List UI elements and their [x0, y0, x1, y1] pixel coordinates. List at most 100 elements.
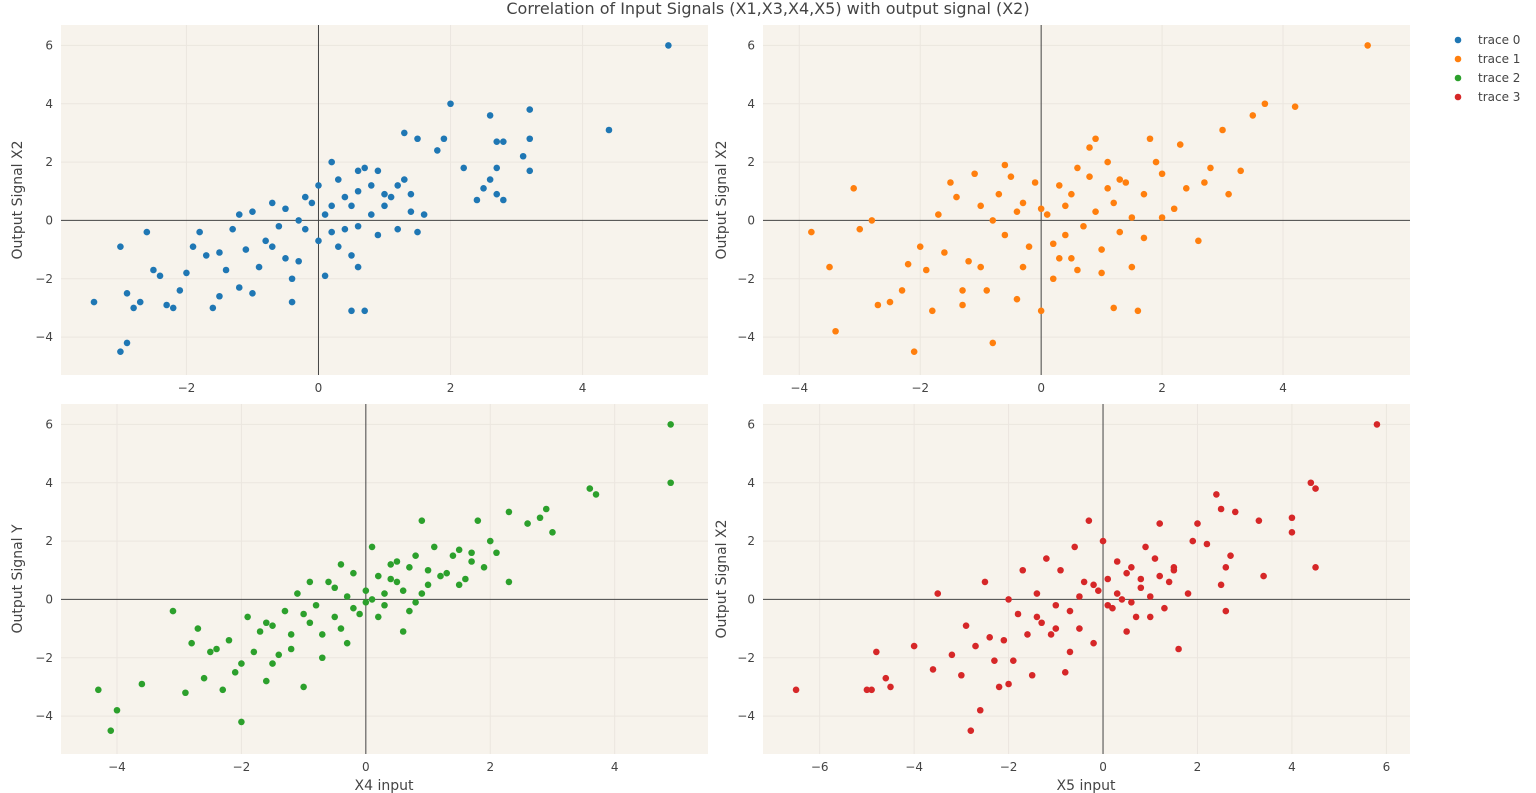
data-point — [287, 631, 295, 638]
data-point — [874, 301, 882, 309]
data-point — [486, 537, 494, 545]
data-point — [1068, 255, 1075, 262]
data-point — [1151, 555, 1159, 562]
data-point — [219, 686, 227, 694]
data-point — [350, 569, 357, 577]
legend-item[interactable]: trace 3 — [1454, 90, 1521, 104]
y-axis-title: Output Signal X2 — [714, 140, 730, 259]
data-point — [1195, 237, 1202, 245]
data-point — [244, 613, 251, 621]
data-point — [1118, 596, 1126, 603]
data-point — [424, 581, 432, 589]
data-point — [418, 590, 426, 597]
data-point — [665, 42, 672, 49]
data-point — [1033, 613, 1041, 621]
data-point — [1024, 631, 1031, 638]
data-point — [887, 683, 894, 691]
data-point — [977, 202, 984, 210]
data-point — [117, 243, 124, 250]
data-point — [182, 689, 189, 697]
data-point — [549, 529, 556, 536]
data-point — [832, 327, 839, 335]
data-point — [1123, 569, 1130, 577]
data-point — [959, 301, 966, 309]
data-point — [493, 549, 500, 557]
data-point — [1076, 593, 1083, 600]
data-point — [367, 211, 375, 218]
data-point — [474, 517, 482, 524]
data-point — [318, 631, 326, 638]
data-point — [1137, 575, 1145, 583]
data-point — [1061, 669, 1069, 676]
y-tick-label: 0 — [747, 592, 755, 606]
data-point — [986, 634, 993, 641]
data-point — [381, 601, 388, 609]
series-2 — [95, 421, 674, 734]
data-point — [354, 187, 362, 195]
data-point — [922, 266, 930, 274]
data-point — [331, 584, 339, 592]
data-point — [321, 211, 329, 218]
data-point — [1055, 182, 1063, 189]
legend-item[interactable]: trace 1 — [1454, 52, 1521, 66]
data-point — [976, 706, 984, 714]
data-point — [216, 292, 223, 300]
data-point — [348, 307, 355, 315]
data-point — [387, 561, 395, 568]
data-point — [238, 718, 245, 726]
data-point — [959, 287, 966, 294]
y-tick-label: −2 — [35, 651, 53, 665]
data-point — [362, 599, 370, 606]
data-point — [1132, 613, 1140, 621]
data-point — [1217, 505, 1225, 513]
data-point — [123, 339, 131, 347]
data-point — [995, 683, 1003, 691]
data-point — [275, 651, 283, 659]
data-point — [1123, 628, 1130, 635]
data-point — [991, 657, 998, 664]
data-point — [301, 193, 309, 201]
data-point — [414, 135, 421, 143]
data-point — [1013, 295, 1021, 303]
data-point — [381, 590, 388, 597]
data-point — [989, 339, 997, 347]
x-tick-label: 4 — [579, 381, 587, 395]
y-tick-label: 2 — [45, 534, 53, 548]
data-point — [941, 249, 948, 256]
data-point — [420, 211, 428, 218]
data-point — [850, 185, 858, 192]
data-point — [341, 225, 349, 233]
series-1 — [808, 42, 1371, 355]
x-tick-label: −4 — [108, 760, 126, 774]
data-point — [354, 222, 362, 230]
data-point — [356, 610, 363, 618]
data-point — [315, 237, 322, 245]
legend-item[interactable]: trace 2 — [1454, 71, 1521, 85]
data-point — [1158, 170, 1166, 178]
data-point — [1037, 307, 1045, 315]
data-point — [1104, 158, 1111, 166]
data-point — [500, 196, 507, 204]
data-point — [536, 514, 544, 522]
data-point — [995, 190, 1003, 198]
data-point — [486, 112, 494, 119]
y-tick-label: −4 — [35, 709, 53, 723]
data-point — [275, 222, 283, 230]
data-point — [312, 601, 320, 609]
data-point — [1099, 537, 1107, 545]
y-tick-label: 6 — [45, 417, 53, 431]
data-point — [95, 686, 102, 694]
data-point — [455, 546, 463, 554]
x-tick-label: 2 — [1158, 381, 1166, 395]
data-point — [1066, 648, 1074, 656]
data-point — [1019, 199, 1027, 207]
data-point — [1092, 135, 1099, 143]
data-point — [981, 578, 989, 586]
data-point — [328, 158, 335, 166]
data-point — [1013, 208, 1021, 215]
x-axis-title: X5 input — [1057, 778, 1116, 793]
x-tick-label: 0 — [315, 381, 323, 395]
data-point — [200, 674, 208, 682]
data-point — [886, 298, 894, 306]
legend-item[interactable]: trace 0 — [1454, 33, 1521, 47]
